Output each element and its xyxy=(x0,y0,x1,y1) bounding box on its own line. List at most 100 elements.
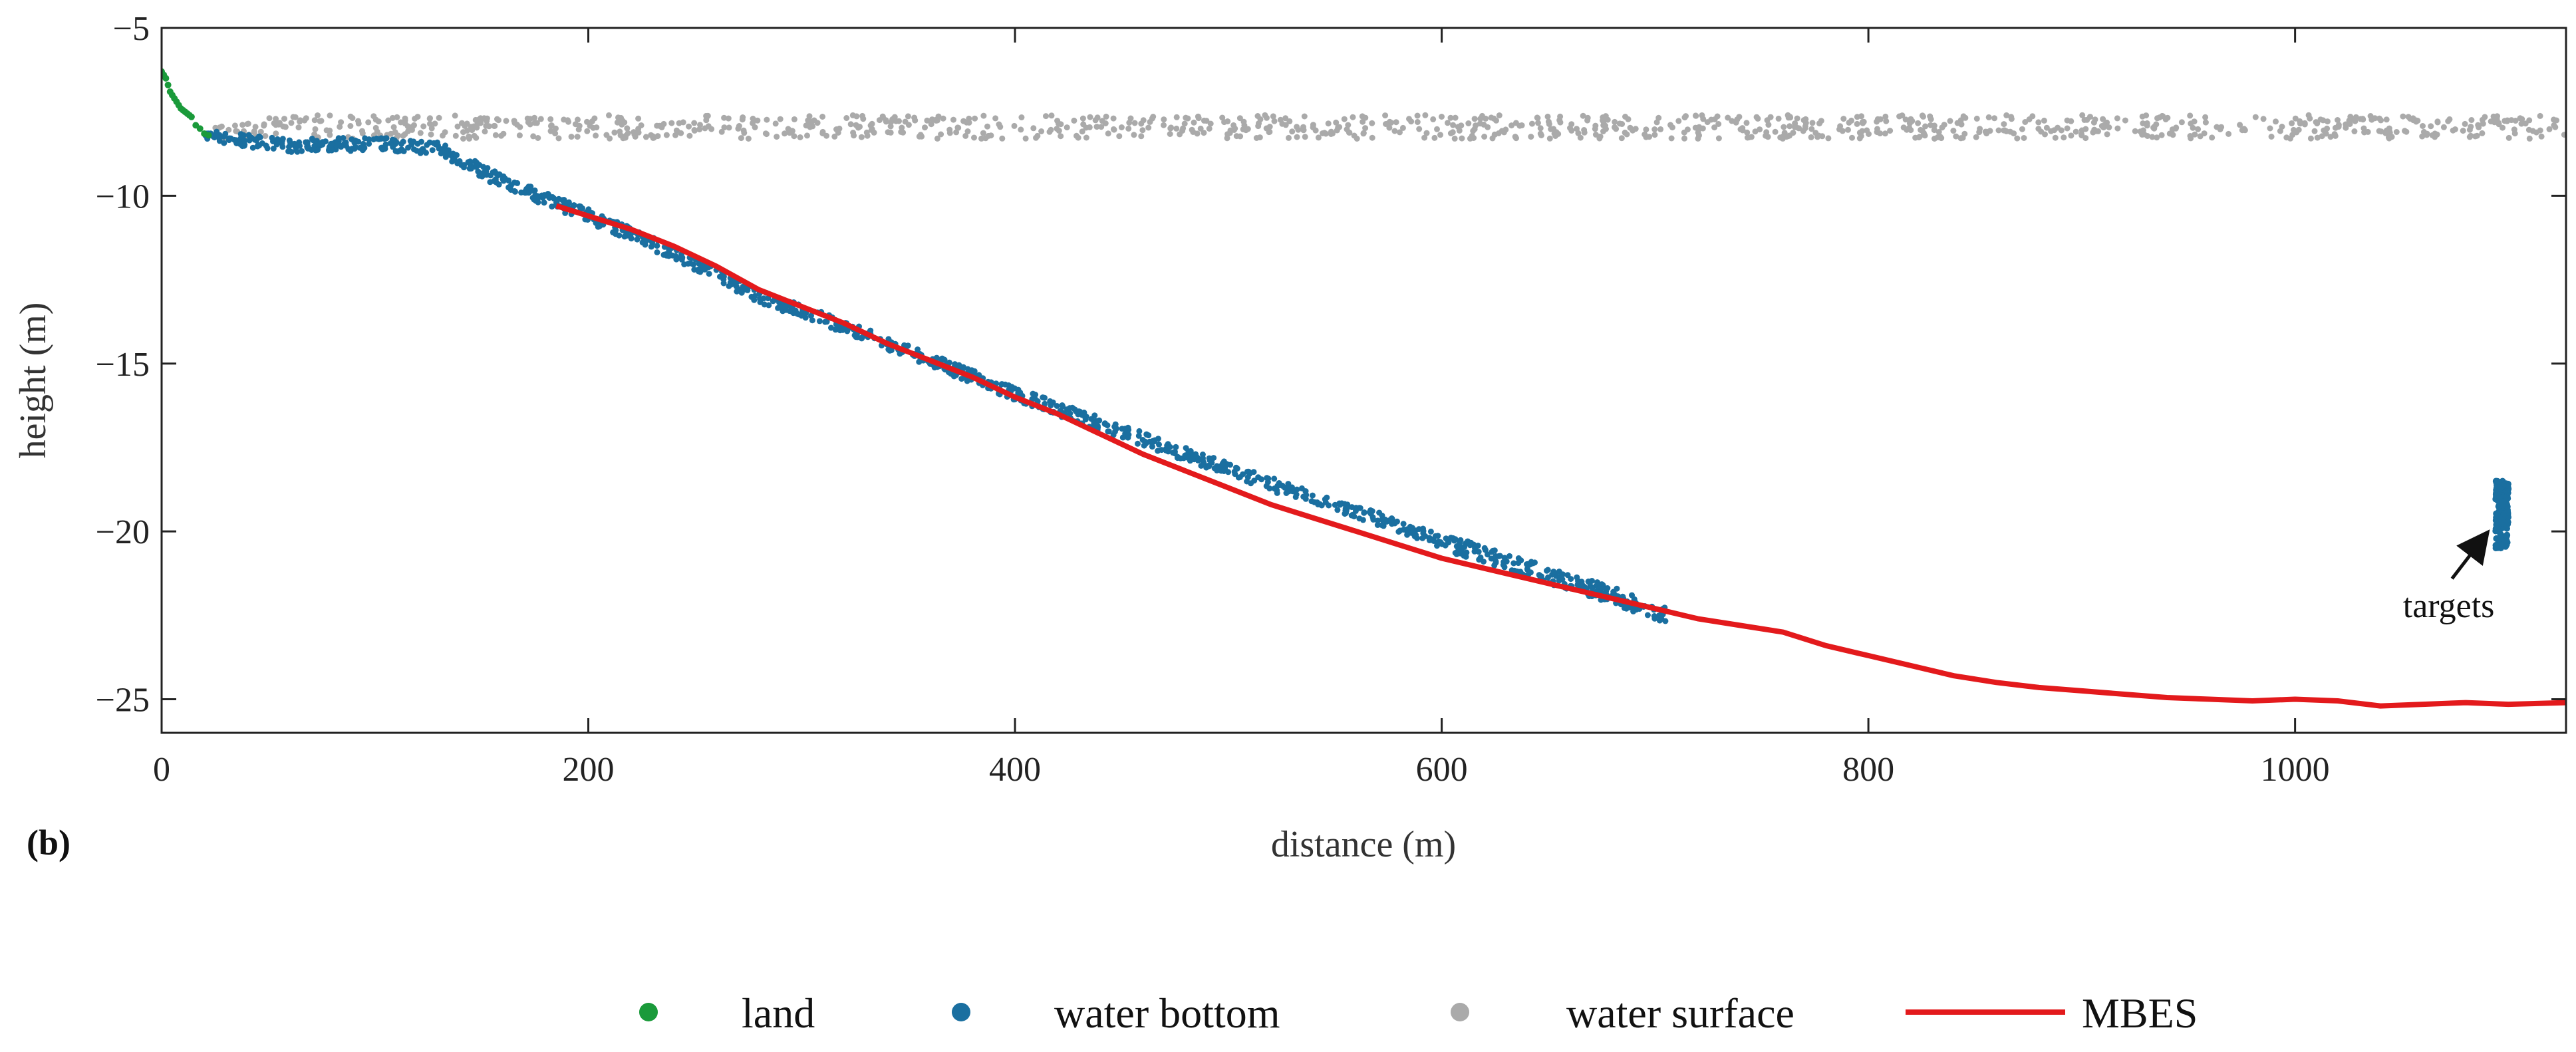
water-surface-point xyxy=(1546,135,1553,142)
water-surface-point xyxy=(2307,135,2314,142)
water-bottom-point xyxy=(305,145,311,152)
water-surface-point xyxy=(524,115,531,122)
water-bottom-point xyxy=(1047,398,1054,404)
water-surface-point xyxy=(2164,114,2171,121)
water-surface-point xyxy=(2073,128,2079,135)
water-surface-point xyxy=(1312,127,1319,134)
water-surface-point xyxy=(2273,118,2279,125)
water-surface-point xyxy=(745,136,752,142)
water-surface-point xyxy=(1681,135,1687,142)
water-bottom-point xyxy=(1515,555,1522,561)
water-bottom-point xyxy=(309,136,315,142)
water-surface-point xyxy=(879,113,886,120)
water-surface-point xyxy=(2160,113,2166,120)
water-bottom-point xyxy=(685,261,692,267)
water-surface-point xyxy=(1345,122,1352,128)
water-surface-point xyxy=(1746,134,1753,141)
water-surface-point xyxy=(552,130,559,137)
water-surface-point xyxy=(1022,135,1029,142)
water-surface-point xyxy=(999,135,1006,142)
water-bottom-point xyxy=(616,232,623,239)
water-bottom-point xyxy=(1397,527,1403,534)
water-surface-point xyxy=(1447,114,1454,121)
water-bottom-point xyxy=(1302,488,1309,495)
water-surface-point xyxy=(1931,127,1937,134)
water-surface-point xyxy=(1577,134,1584,141)
water-bottom-point xyxy=(1437,539,1444,545)
water-surface-point xyxy=(1458,122,1465,129)
water-surface-point xyxy=(1512,134,1518,140)
water-surface-point xyxy=(2064,125,2071,132)
panel-label: (b) xyxy=(27,823,71,862)
water-bottom-point xyxy=(1493,553,1499,559)
water-surface-point xyxy=(1236,115,1243,122)
water-bottom-point xyxy=(450,150,456,157)
water-surface-point xyxy=(1388,120,1394,126)
water-bottom-point xyxy=(751,297,758,303)
water-bottom-point xyxy=(1528,561,1534,567)
water-surface-point xyxy=(372,124,379,131)
water-surface-point xyxy=(2268,134,2275,140)
water-surface-point xyxy=(338,119,345,126)
water-surface-point xyxy=(1116,133,1123,140)
water-surface-point xyxy=(2122,117,2128,124)
water-surface-point xyxy=(982,135,989,142)
water-bottom-point xyxy=(2496,485,2504,492)
water-bottom-point xyxy=(1575,578,1581,585)
water-bottom-point xyxy=(274,136,281,142)
water-bottom-point xyxy=(697,269,704,275)
water-surface-point xyxy=(2512,118,2519,124)
water-surface-point xyxy=(1725,114,1731,121)
water-bottom-point xyxy=(410,138,417,145)
water-bottom-point xyxy=(1610,589,1617,595)
water-bottom-point xyxy=(1594,579,1600,586)
water-surface-point xyxy=(1459,135,1465,142)
water-surface-point xyxy=(996,121,1002,128)
water-surface-point xyxy=(1937,134,1943,140)
water-surface-point xyxy=(2505,134,2512,141)
water-bottom-point xyxy=(531,196,537,203)
water-surface-point xyxy=(1054,118,1061,124)
water-surface-point xyxy=(1071,117,1077,124)
water-surface-point xyxy=(2209,134,2216,141)
water-surface-point xyxy=(1584,117,1591,124)
water-surface-point xyxy=(1103,113,1109,120)
water-surface-point xyxy=(1445,120,1451,126)
water-surface-point xyxy=(2462,120,2468,127)
water-bottom-point xyxy=(1400,521,1407,527)
water-surface-point xyxy=(483,122,490,129)
water-bottom-point xyxy=(249,144,256,151)
water-surface-point xyxy=(1714,113,1721,120)
water-bottom-point xyxy=(1292,493,1299,500)
water-surface-point xyxy=(1739,125,1746,132)
water-bottom-point xyxy=(411,146,417,153)
water-surface-point xyxy=(928,121,934,128)
water-surface-point xyxy=(1882,113,1889,120)
water-bottom-point xyxy=(786,308,793,315)
x-tick-label: 200 xyxy=(563,751,615,789)
water-surface-point xyxy=(2297,120,2303,127)
water-surface-point xyxy=(1790,130,1796,136)
water-bottom-point xyxy=(792,307,799,314)
water-bottom-point xyxy=(1088,416,1095,422)
water-bottom-point xyxy=(1322,499,1329,505)
water-surface-point xyxy=(1075,134,1081,141)
water-surface-point xyxy=(2472,133,2479,140)
water-surface-point xyxy=(1612,124,1618,130)
water-surface-point xyxy=(797,134,803,140)
water-surface-point xyxy=(428,125,435,132)
water-bottom-point xyxy=(654,249,660,255)
water-bottom-point xyxy=(1344,505,1350,512)
water-surface-point xyxy=(2518,120,2525,127)
water-surface-point xyxy=(2038,128,2045,135)
water-bottom-point xyxy=(595,223,601,230)
water-surface-point xyxy=(1034,132,1041,139)
water-surface-point xyxy=(1642,131,1648,138)
water-surface-point xyxy=(938,131,944,138)
water-surface-point xyxy=(1416,126,1423,132)
water-bottom-point xyxy=(378,136,384,142)
water-surface-point xyxy=(963,119,970,126)
water-bottom-point xyxy=(392,148,399,154)
water-surface-point xyxy=(631,129,637,136)
water-surface-point xyxy=(1808,134,1814,140)
